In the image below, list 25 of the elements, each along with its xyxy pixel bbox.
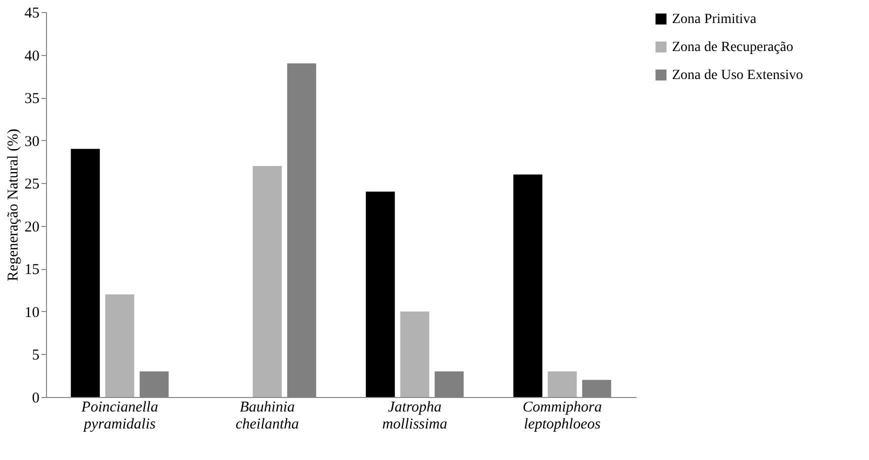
y-tick-label: 35 [24, 91, 40, 108]
bar [548, 371, 577, 397]
y-tick-label: 10 [24, 304, 40, 321]
bar [252, 166, 282, 397]
y-tick-label: 40 [24, 48, 40, 64]
y-tick-label: 5 [32, 348, 40, 364]
y-tick-label: 0 [32, 390, 40, 406]
x-tick-label: Poincianella pyramidalis [80, 400, 158, 432]
bar [400, 311, 430, 397]
bar [70, 148, 100, 397]
bar [513, 174, 542, 397]
legend-label: Zona de Uso Extensivo [672, 68, 804, 83]
y-tick-label: 45 [24, 6, 40, 22]
x-tick-label: Jatropha mollissima [382, 400, 448, 432]
x-tick-label: Commiphora leptophloeos [522, 400, 602, 432]
legend-label: Zona Primitiva [672, 12, 758, 27]
bar [366, 192, 395, 397]
y-tick-label: 15 [24, 262, 40, 278]
bar [105, 294, 134, 397]
y-axis-title: Regeneração Natural (%) [6, 128, 22, 282]
y-tick-label: 30 [24, 134, 40, 150]
x-tick-label: Bauhinia cheilantha [236, 400, 299, 432]
y-tick-label: 20 [24, 219, 40, 236]
y-tick-label: 25 [24, 176, 40, 193]
legend-label: Zona de Recuperação [672, 40, 794, 55]
